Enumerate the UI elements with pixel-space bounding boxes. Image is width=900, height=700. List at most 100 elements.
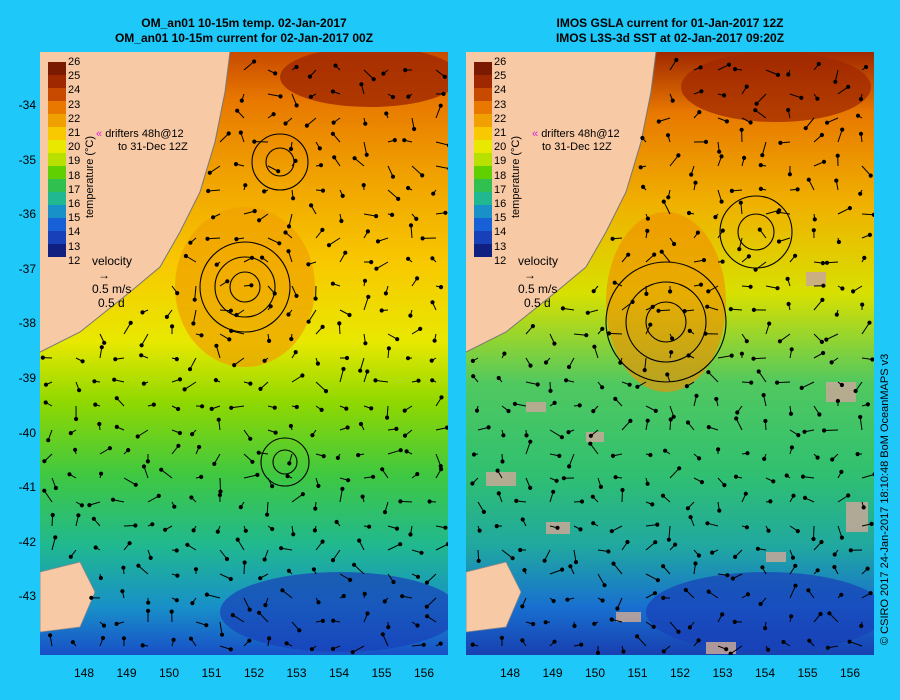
- velocity-arrow-head: [258, 576, 263, 581]
- velocity-arrow-head: [554, 478, 559, 483]
- velocity-arrow-head: [294, 404, 299, 410]
- velocity-arrow-head: [242, 560, 247, 565]
- velocity-arrow-head: [67, 472, 72, 477]
- velocity-arrow-head: [419, 550, 424, 555]
- velocity-arrow-head: [528, 439, 533, 444]
- velocity-arrow-head: [824, 337, 829, 342]
- velocity-arrow-head: [819, 132, 824, 138]
- velocity-arrow-head: [858, 414, 863, 420]
- colorbar-label-right: temperature (°C): [510, 135, 522, 218]
- velocity-arrow-head: [611, 561, 616, 566]
- colorbar-tick-label: 18: [68, 169, 81, 182]
- velocity-arrow-head: [317, 146, 322, 151]
- velocity-arrow-head: [197, 444, 202, 450]
- velocity-arrow: [669, 155, 679, 167]
- velocity-arrow-head: [665, 372, 670, 377]
- colorbar-tick-label: 26: [494, 56, 507, 68]
- lon-tick-label: 149: [116, 666, 137, 680]
- velocity-arrow-head: [323, 389, 329, 394]
- velocity-arrow-head: [697, 110, 702, 115]
- velocity-arrow-head: [357, 538, 362, 543]
- velocity-arrow-head: [821, 350, 826, 356]
- colorbar-tick-label: 22: [494, 112, 507, 125]
- velocity-arrow-head: [283, 121, 288, 126]
- velocity-arrow: [849, 641, 863, 647]
- colorbar-swatch: [474, 101, 492, 114]
- velocity-arrow-head: [362, 591, 367, 597]
- velocity-arrow-head: [476, 558, 481, 563]
- velocity-arrow-head: [312, 528, 317, 533]
- velocity-arrow-head: [762, 456, 767, 461]
- lon-tick-label: 154: [754, 666, 776, 680]
- velocity-arrow-head: [394, 526, 400, 531]
- colorbar-tick-label: 17: [494, 183, 507, 196]
- velocity-arrow-head: [802, 495, 808, 500]
- velocity-arrow-head: [366, 294, 371, 299]
- velocity-arrow-head: [531, 621, 536, 627]
- velocity-arrow-head: [749, 380, 754, 385]
- velocity-arrow-head: [835, 153, 840, 158]
- velocity-arrow-head: [834, 178, 839, 183]
- velocity-arrow-head: [767, 321, 772, 326]
- velocity-arrow-head: [757, 227, 762, 232]
- velocity-arrow-head: [268, 304, 273, 309]
- velocity-arrow-head: [272, 405, 277, 410]
- velocity-arrow-head: [146, 608, 151, 614]
- velocity-arrow-head: [778, 140, 783, 146]
- velocity-arrow-head: [496, 375, 501, 381]
- velocity-arrow-head: [496, 491, 501, 496]
- velocity-arrow-head: [347, 312, 352, 318]
- velocity-arrow-head: [815, 96, 820, 101]
- colorbar-tick-label: 24: [68, 84, 81, 97]
- velocity-arrow-head: [258, 386, 263, 391]
- velocity-arrow-head: [848, 548, 853, 553]
- colorbar-swatch: [48, 192, 66, 205]
- velocity-arrow-head: [288, 146, 294, 152]
- velocity-arrow-head: [187, 367, 193, 372]
- velocity-arrow-head: [365, 611, 370, 616]
- velocity-arrow-head: [46, 438, 51, 443]
- velocity-legend-speed: 0.5 m/s: [92, 282, 132, 296]
- velocity-arrow-head: [790, 555, 796, 560]
- velocity-arrow-head: [309, 647, 314, 652]
- velocity-arrow-head: [500, 459, 505, 464]
- drifters-note-line2: to 31-Dec 12Z: [542, 141, 612, 153]
- drifters-note-left: « drifters 48h@12 to 31-Dec 12Z: [96, 128, 188, 154]
- colorbar-swatch: [474, 205, 492, 218]
- colorbar-swatch: [48, 205, 66, 218]
- velocity-arrow-head: [486, 425, 491, 430]
- velocity-arrow-head: [732, 619, 737, 625]
- velocity-arrow-head: [100, 635, 106, 641]
- velocity-arrow-head: [502, 351, 507, 356]
- colorbar-label-left: temperature (°C): [84, 135, 96, 218]
- velocity-arrow-head: [243, 183, 248, 188]
- velocity-arrow-head: [182, 387, 187, 392]
- velocity-arrow-head: [371, 77, 376, 82]
- velocity-arrow-head: [811, 228, 816, 233]
- lon-tick-label: 155: [371, 666, 392, 680]
- velocity-arrow-head: [318, 163, 324, 168]
- velocity-arrow-head: [724, 647, 729, 652]
- velocity-arrow-head: [648, 322, 653, 327]
- velocity-arrow-head: [793, 583, 798, 588]
- velocity-arrow-head: [846, 84, 851, 89]
- velocity-arrow-head: [729, 188, 734, 193]
- velocity-arrow-head: [699, 89, 704, 94]
- velocity-arrow-head: [319, 407, 324, 412]
- velocity-arrow-head: [359, 82, 364, 87]
- velocity-arrow-head: [560, 306, 566, 311]
- velocity-arrow-head: [416, 378, 421, 383]
- velocity-arrow-head: [524, 433, 529, 438]
- velocity-arrow-head: [50, 512, 55, 518]
- velocity-arrow: [861, 322, 870, 335]
- velocity-arrow-head: [101, 623, 107, 628]
- lat-tick-label: -41: [18, 480, 36, 495]
- velocity-arrow-head: [420, 236, 425, 241]
- lat-tick-label: -34: [18, 98, 36, 112]
- velocity-arrow-head: [722, 483, 727, 488]
- velocity-arrow-head: [777, 339, 782, 344]
- velocity-arrow: [613, 563, 623, 575]
- velocity-arrow-head: [663, 448, 668, 453]
- velocity-arrow-head: [239, 98, 244, 103]
- velocity-arrow-head: [728, 651, 733, 655]
